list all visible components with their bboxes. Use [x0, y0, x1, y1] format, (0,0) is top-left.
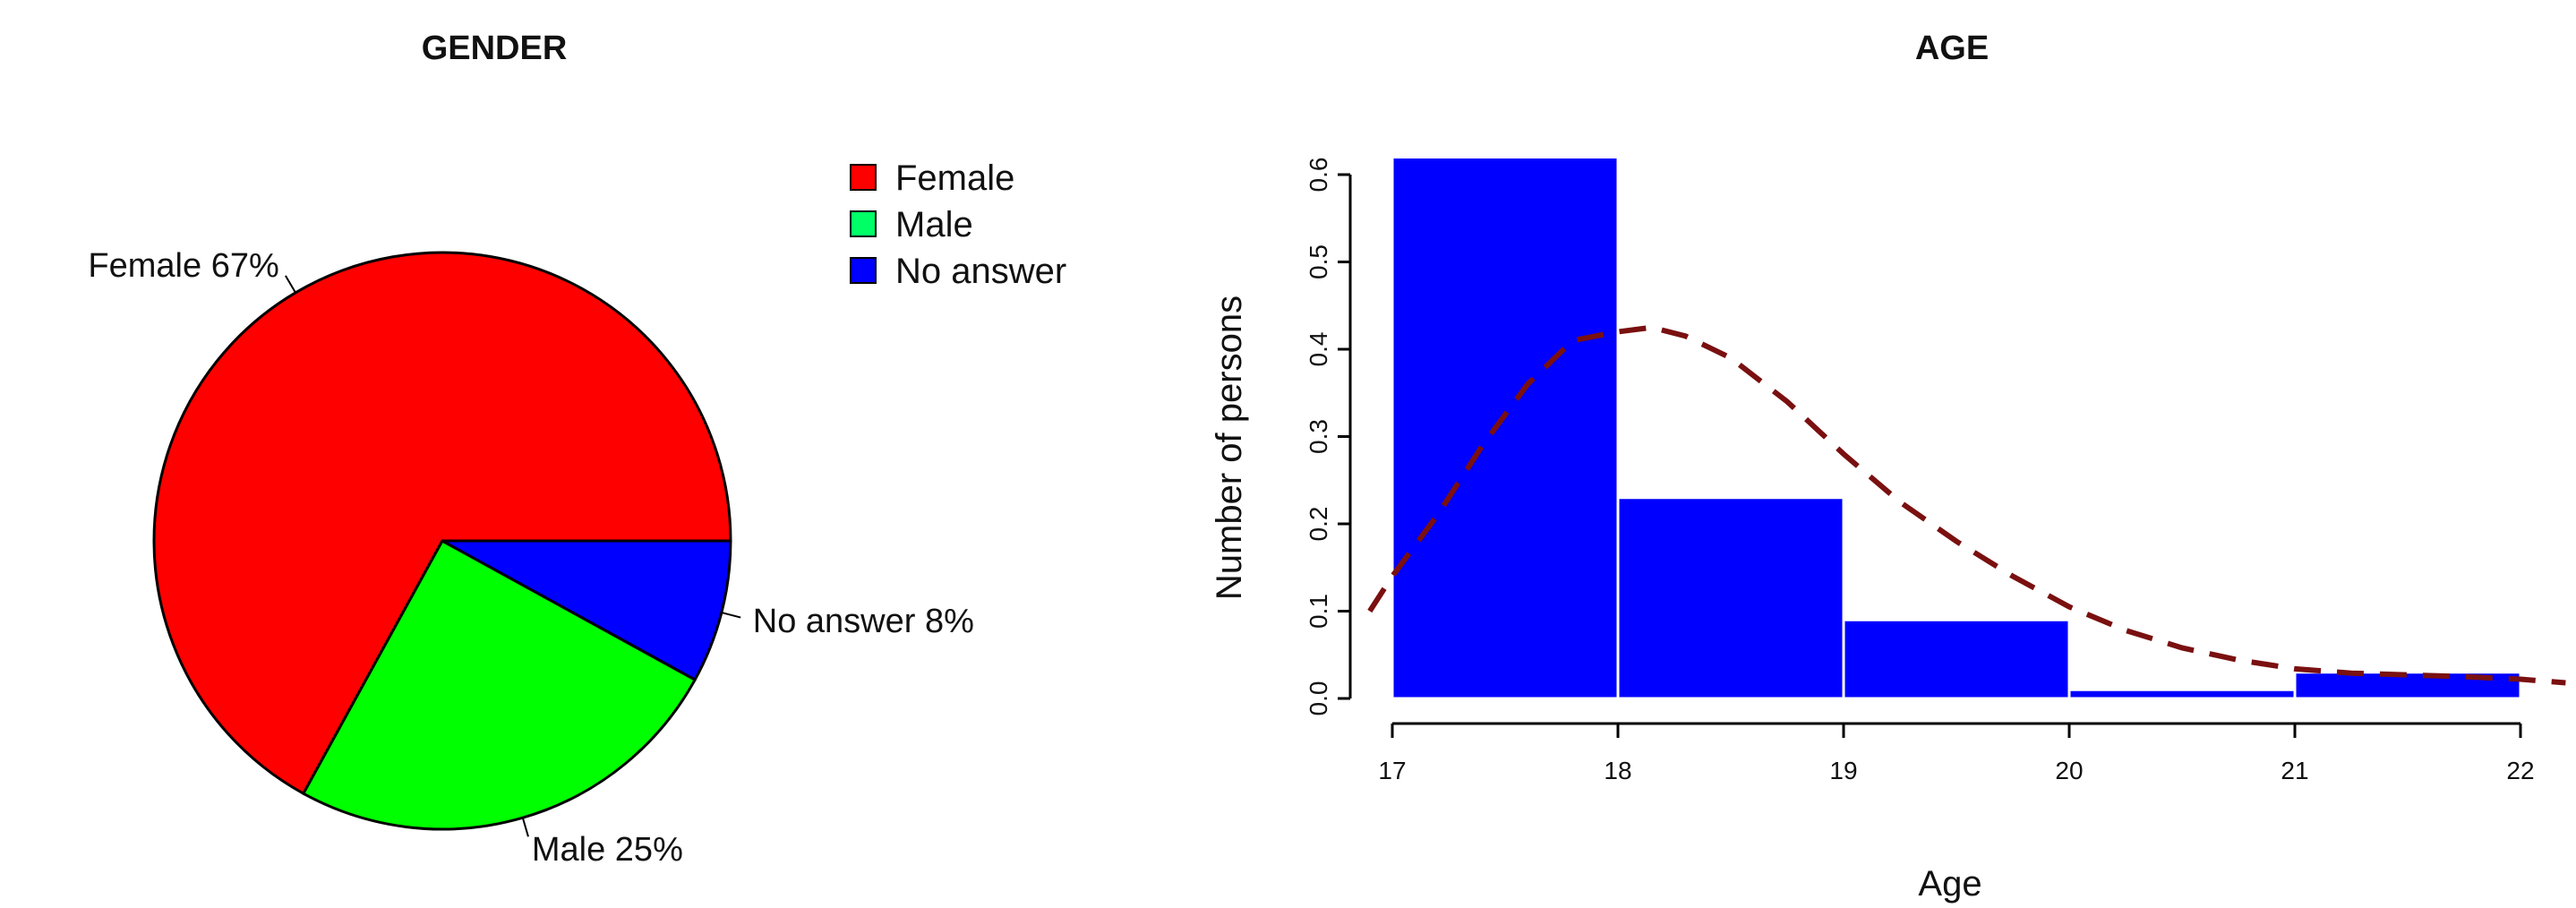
x-tick-label: 17: [1378, 757, 1406, 784]
y-tick-label: 0.0: [1305, 681, 1332, 716]
pie-slice-label: Female 67%: [88, 247, 278, 285]
legend-label-no-answer: No answer: [895, 252, 1066, 291]
x-tick-label: 18: [1604, 757, 1631, 784]
gender-chart-title: GENDER: [422, 30, 568, 67]
pie-label-tick: [285, 275, 296, 294]
histogram-bars: [1391, 156, 2522, 700]
x-tick-label: 21: [2281, 757, 2308, 784]
x-axis-label: Age: [1918, 864, 1981, 904]
pie-slice-no-answer: [441, 539, 732, 682]
pie-slice-female: [152, 251, 732, 796]
histogram-bar-18-19: [1616, 496, 1845, 700]
age-chart-title: AGE: [1915, 30, 1989, 67]
y-axis-label: Number of persons: [1210, 296, 1249, 600]
pie-slice-label: Male 25%: [532, 831, 683, 869]
x-tick-label: 20: [2055, 757, 2083, 784]
legend-swatch-female: [850, 164, 877, 191]
legend-label-male: Male: [895, 205, 973, 244]
gender-pie-chart: GENDER Female 67% Male 25% No answer 8% Fe…: [88, 30, 1066, 869]
pie-label-tick: [521, 817, 529, 837]
legend-swatch-male: [850, 210, 877, 237]
pie-slices: [152, 251, 732, 831]
y-tick-label: 0.1: [1305, 594, 1332, 629]
y-tick-label: 0.3: [1305, 419, 1332, 454]
age-histogram-chart: AGE 0.0 0.1 0.2 0.3 0.4 0.5 0.6 17 18 19 20 21 22 Ag…: [1210, 30, 2566, 904]
legend-swatch-no-answer: [850, 257, 877, 284]
y-tick-label: 0.4: [1305, 332, 1332, 367]
pie-slice-labels: Female 67% Male 25% No answer 8%: [88, 247, 973, 869]
histogram-bar-17-18: [1391, 156, 1620, 700]
y-tick-label: 0.5: [1305, 244, 1332, 279]
histogram-bar-19-20: [1842, 618, 2071, 700]
histogram-axes: 0.0 0.1 0.2 0.3 0.4 0.5 0.6 17 18 19 20 21 22: [1305, 158, 2535, 784]
pie-slice-label: No answer 8%: [753, 603, 974, 640]
x-tick-label: 22: [2506, 757, 2534, 784]
legend-label-female: Female: [895, 158, 1014, 198]
density-curve: [1367, 324, 2566, 686]
histogram-bar-20-21: [2067, 688, 2297, 700]
pie-label-tick: [721, 612, 741, 619]
y-tick-label: 0.2: [1305, 507, 1332, 542]
y-tick-label: 0.6: [1305, 158, 1332, 193]
x-tick-label: 19: [1829, 757, 1857, 784]
pie-legend: Female Male No answer: [850, 158, 1066, 291]
